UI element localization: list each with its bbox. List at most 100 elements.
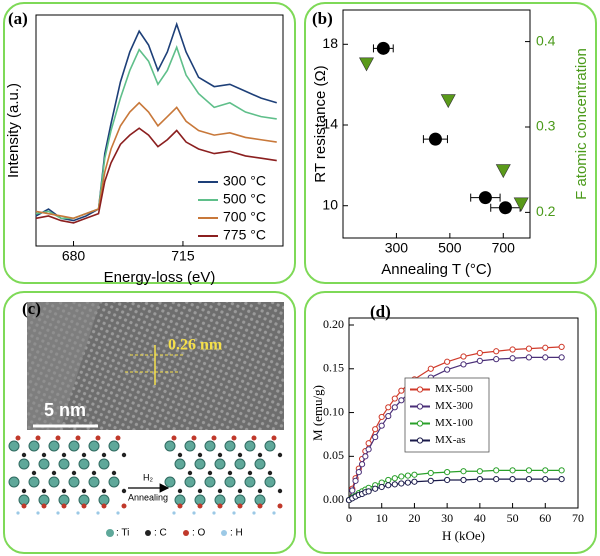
legend-label: 775 °C <box>223 227 266 243</box>
marker <box>427 365 434 372</box>
legend-label: 300 °C <box>223 173 266 189</box>
legend-label: : Ti <box>116 528 129 539</box>
ti-atom <box>264 476 276 488</box>
c-atom <box>177 488 183 494</box>
panel-border <box>304 2 597 284</box>
marker <box>542 354 549 361</box>
h-atom <box>76 511 80 515</box>
y-tick-label: 18 <box>322 35 338 51</box>
x-tick-label: 70 <box>572 511 584 525</box>
marker <box>352 477 359 484</box>
marker <box>378 413 385 421</box>
ti-atom <box>48 440 60 452</box>
c-atom <box>217 452 223 458</box>
legend-label: : C <box>154 528 167 539</box>
series-line <box>35 21 277 222</box>
legend-marker <box>416 420 424 427</box>
arrow-label: H₂ <box>143 472 153 482</box>
o-atom <box>35 435 41 441</box>
x-tick-label: 60 <box>539 511 551 525</box>
c-atom <box>227 470 233 476</box>
c-atom <box>111 470 117 476</box>
legend-label: : H <box>230 528 243 539</box>
ti-atom <box>8 440 20 452</box>
ti-atom <box>88 440 100 452</box>
marker <box>478 191 492 205</box>
marker <box>391 481 398 488</box>
marker <box>427 469 434 477</box>
marker <box>444 469 451 476</box>
marker <box>476 476 483 483</box>
c-atom <box>51 470 57 476</box>
c-atom <box>21 488 27 494</box>
y2-tick-label: 0.4 <box>536 32 556 48</box>
x-axis-label: Energy-loss (eV) <box>104 269 216 286</box>
panel-border <box>304 291 597 554</box>
marker <box>558 343 565 350</box>
ti-atom <box>244 440 256 452</box>
marker <box>444 476 451 484</box>
y2-tick-label: 0.2 <box>536 203 556 219</box>
marker <box>460 468 467 475</box>
o-atom <box>251 435 257 441</box>
c-atom <box>21 452 27 458</box>
marker <box>444 366 451 373</box>
marker <box>385 482 392 489</box>
marker <box>365 446 372 453</box>
marker <box>349 487 356 494</box>
ti-atom <box>224 476 236 488</box>
x-tick-label: 300 <box>385 240 409 256</box>
marker <box>398 480 405 487</box>
h-atom <box>252 511 256 515</box>
c-atom <box>197 452 203 458</box>
x-axis-label: H (kOe) <box>442 528 485 543</box>
scale-bar-label: 5 nm <box>44 400 86 420</box>
y-tick-label: 0.10 <box>323 404 344 418</box>
c-atom <box>81 488 87 494</box>
c-atom <box>237 452 243 458</box>
marker <box>372 485 379 492</box>
h-atom <box>272 511 276 515</box>
legend-label: MX-as <box>435 434 466 446</box>
c-atom <box>71 470 77 476</box>
legend-marker <box>416 437 424 444</box>
marker <box>404 479 411 486</box>
ti-atom <box>164 476 176 488</box>
y-axis-label: RT resistance (Ω) <box>312 65 329 182</box>
c-atom <box>187 470 193 476</box>
marker <box>398 387 405 394</box>
y-axis-label: M (emu/g) <box>310 385 325 441</box>
o-atom <box>121 503 127 509</box>
c-atom <box>121 488 127 494</box>
c-atom <box>257 488 263 494</box>
marker <box>404 472 411 479</box>
x-tick-label: 0 <box>346 511 352 525</box>
ti-atom <box>204 440 216 452</box>
marker <box>509 355 516 362</box>
h-atom <box>36 511 40 515</box>
marker <box>476 468 483 475</box>
marker <box>513 197 529 212</box>
marker <box>411 471 418 478</box>
x-tick-label: 680 <box>62 248 86 264</box>
x-tick-label: 20 <box>408 511 420 525</box>
marker <box>428 132 442 146</box>
ti-atom <box>184 440 196 452</box>
marker <box>509 467 516 474</box>
ti-atom <box>88 476 100 488</box>
c-atom <box>197 488 203 494</box>
marker <box>358 461 366 468</box>
marker <box>362 453 369 460</box>
c-atom <box>277 488 283 494</box>
o-atom <box>81 503 87 509</box>
o-atom <box>75 435 81 441</box>
o-atom <box>277 503 283 509</box>
c-atom <box>247 470 253 476</box>
ti-atom <box>58 458 70 470</box>
o-atom <box>61 503 67 509</box>
marker <box>398 397 405 404</box>
y-tick-label: 0.20 <box>323 317 344 331</box>
ti-atom <box>254 458 266 470</box>
c-atom <box>121 452 127 458</box>
marker <box>493 476 500 483</box>
